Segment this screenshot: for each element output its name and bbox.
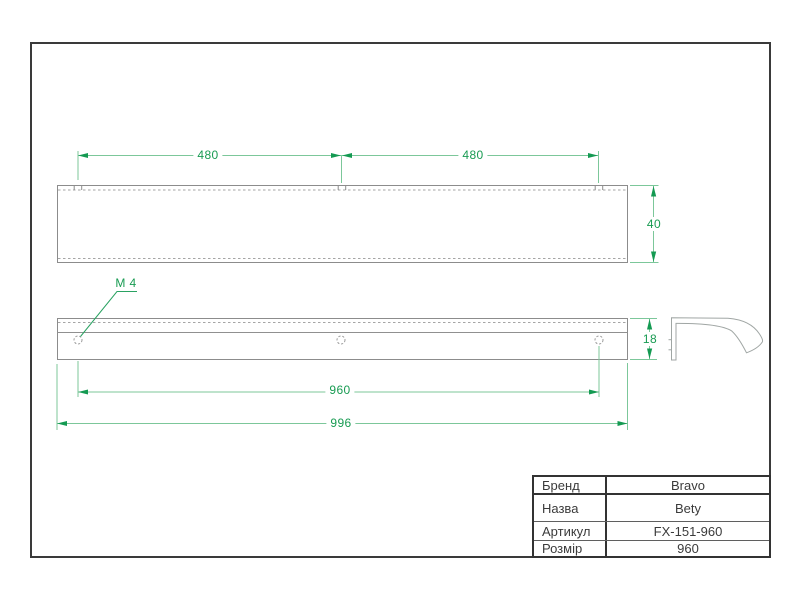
spec-row-sku: Артикул FX-151-960: [534, 522, 769, 541]
front-view: [57, 291, 628, 360]
dim-arrows: [78, 153, 598, 158]
screw-holes: [73, 335, 604, 345]
dim-line-40: [630, 185, 659, 263]
spec-label-brand: Бренд: [534, 477, 607, 493]
spec-label-name: Назва: [534, 495, 607, 521]
dim-label-40: 40: [642, 217, 666, 231]
top-view: [57, 185, 628, 263]
dim-label-996: 996: [326, 416, 356, 430]
screw-notches: [73, 185, 604, 190]
spec-label-sku: Артикул: [534, 522, 607, 540]
dim-label-960: 960: [325, 383, 355, 397]
spec-row-size: Розмір 960: [534, 541, 769, 556]
thread-label-m4: M 4: [115, 276, 137, 290]
spec-row-name: Назва Bety: [534, 495, 769, 522]
spec-table: Бренд Bravo Назва Bety Артикул FX-151-96…: [532, 475, 771, 558]
spec-row-brand: Бренд Bravo: [534, 477, 769, 495]
dim-label-480-right: 480: [458, 148, 488, 162]
side-profile-view: [668, 317, 764, 361]
spec-label-size: Розмір: [534, 541, 607, 556]
m4-leader-line: [80, 291, 137, 337]
dim-label-18: 18: [638, 332, 662, 346]
spec-value-brand: Bravo: [671, 477, 705, 493]
spec-value-sku: FX-151-960: [653, 523, 723, 539]
dim-line-480: [77, 151, 599, 183]
dim-label-480-left: 480: [193, 148, 223, 162]
drawing-frame: [30, 42, 771, 558]
spec-value-size: 960: [677, 541, 699, 556]
spec-value-name: Bety: [674, 500, 701, 516]
